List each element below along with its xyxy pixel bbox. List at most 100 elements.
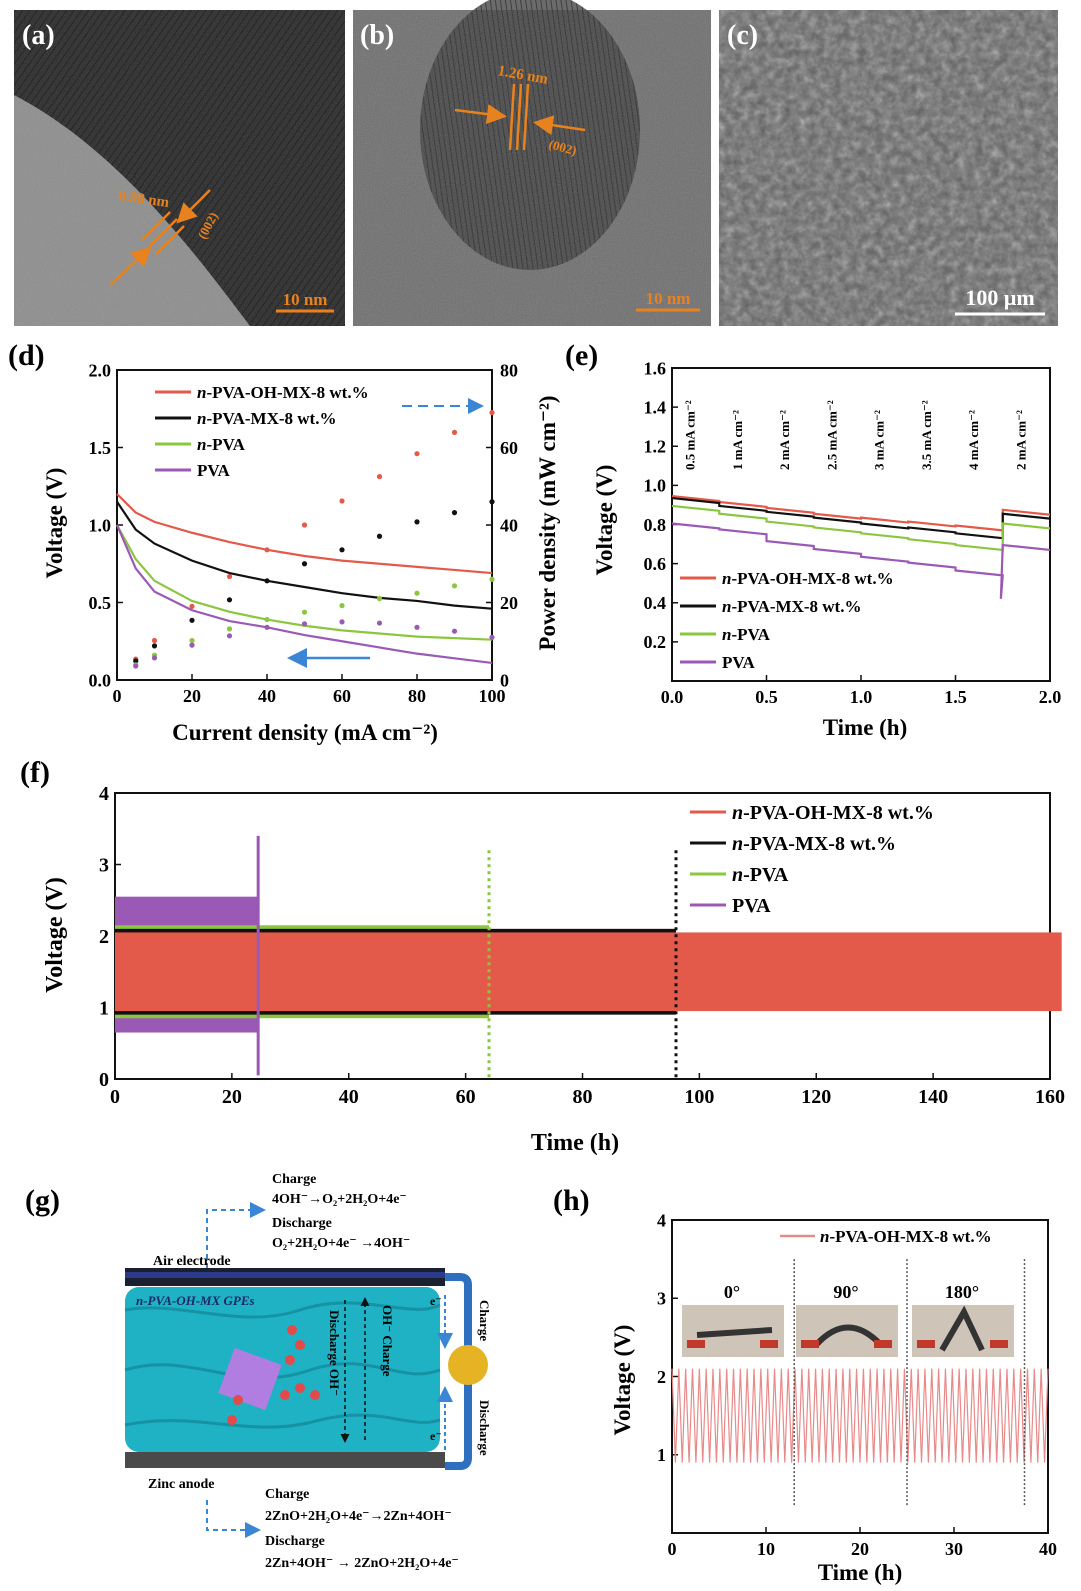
plane-label-b: (002) [547,136,578,158]
spacing-label-a: 0.98 nm [117,188,170,211]
chart-d-power-point-n-pva-oh-mx-8-wt [189,603,195,609]
chart-d-ylabel: Voltage (V) [42,468,67,579]
bottom-text-0: Charge [265,1487,309,1502]
electron-label-top: e⁻ [430,1294,442,1308]
chart-f-xtick-label: 40 [339,1086,359,1108]
chart-h-bend-photo [796,1305,898,1357]
top-text-3: O₂+2H₂O+4e⁻ →4OH⁻ [272,1236,410,1251]
chart-d-power-point-n-pva-oh-mx-8-wt [451,429,458,435]
chart-d-plot: 0 20 40 60 80 100 0.0 0.5 1.0 1.5 2.0 0 20 40 60 80 n-PV… [89,360,519,706]
chart-d-power-point-pva [376,620,383,626]
chart-h-bend-photo-cell [813,1324,884,1348]
chart-d-power-point-n-pva-mx-8-wt [226,597,233,603]
chart-e-step-label: 3 mA cm⁻² [872,410,887,470]
chart-h-ytick-label: 1 [657,1445,666,1465]
chart-h-bend-photo-clip [917,1340,935,1348]
chart-d-power-point-n-pva [226,626,233,632]
chart-h-plot: 0 10 20 30 40 1 2 3 4 0° 90° 180° n-PVA-OH-MX-8 wt.% [657,1210,1057,1559]
chart-f: (f) 0 20 40 60 80 100 120 140 160 0 1 2 3 4 n-PVA-OH-M… [20,756,1065,1156]
chart-d-power-point-n-pva-mx-8-wt [133,658,139,664]
chart-h-xtick-label: 0 [668,1539,677,1559]
chart-f-ytick-label: 1 [99,998,109,1020]
chart-d-power-point-pva [226,633,233,639]
chart-d-power-point-n-pva [301,609,308,615]
chart-e-ytick-label: 1.0 [644,476,667,496]
chart-f-xtick-label: 0 [110,1086,120,1108]
chart-d-power-point-n-pva-mx-8-wt [414,519,420,525]
panel-label-d: (d) [8,339,45,372]
top-text-2: Discharge [272,1216,332,1231]
chart-d-legend-label-n-pva-mx-8-wt: n-PVA-MX-8 wt.% [197,409,336,428]
chart-d-power-point-n-pva-mx-8-wt [151,643,158,649]
chart-h-line-n-pva-oh-mx-8-wt [671,1368,1049,1463]
chart-d-power-point-n-pva-mx-8-wt [189,617,195,623]
inner-left-label: Discharge OH⁻ [327,1310,342,1396]
chart-h-xtick-label: 20 [851,1539,869,1559]
chart-d-power-point-n-pva-oh-mx-8-wt [339,498,345,504]
chart-d-power-point-n-pva [451,583,458,589]
top-reaction-arrow [206,1202,266,1268]
chart-d-right-ytick-label: 80 [500,360,518,380]
chart-e-step-label: 3.5 mA cm⁻² [919,400,934,470]
chart-d-power-point-n-pva [376,596,383,602]
chart-h-legend-label: n-PVA-OH-MX-8 wt.% [820,1227,992,1246]
chart-f-legend-label-n-pva-oh-mx-8-wt: n-PVA-OH-MX-8 wt.% [732,802,934,824]
chart-h-bend-angle-label: 180° [945,1282,979,1302]
chart-f-xlabel: Time (h) [531,1130,619,1156]
air-electrode-label: Air electrode [153,1254,231,1269]
chart-e-ytick-label: 0.8 [644,515,667,535]
chart-d-power-point-n-pva-mx-8-wt [301,561,308,567]
chart-e-step-label: 0.5 mA cm⁻² [683,400,698,470]
chart-f-legend-label-pva: PVA [732,895,771,917]
chart-h: (h) 0 10 20 30 40 1 2 3 4 0° 90° 180° n-PVA-OH-MX-8 … [553,1184,1057,1585]
chart-d-power-point-pva [301,621,308,627]
chart-d-right-ytick-label: 0 [500,670,509,690]
chart-f-ylabel: Voltage (V) [42,877,68,993]
chart-e: (e) 0.0 0.5 1.0 1.5 2.0 0.2 0.4 0.6 0.8 1.0 1.2 1.4… [565,339,1061,740]
chart-d-power-point-n-pva-oh-mx-8-wt [376,473,383,480]
chart-f-legend-label-n-pva-mx-8-wt: n-PVA-MX-8 wt.% [732,833,896,855]
chart-d-power-point-n-pva-mx-8-wt [339,547,345,553]
chart-e-step-label: 2.5 mA cm⁻² [824,400,839,470]
chart-e-line-n-pva [671,504,1051,552]
chart-h-bend-photo-clip [874,1340,892,1348]
chart-e-ytick-label: 1.6 [644,358,667,378]
chart-e-ytick-label: 0.2 [644,632,667,652]
chart-h-ytick-label: 3 [657,1289,666,1309]
bottom-text-3: 2Zn+4OH⁻ → 2ZnO+2H₂O+4e⁻ [265,1556,459,1571]
chart-h-ytick-label: 4 [657,1210,666,1230]
chart-d-xtick-label: 40 [258,686,276,706]
chart-e-xtick-label: 2.0 [1039,687,1062,707]
chart-h-bend-angle-label: 90° [833,1282,858,1302]
chart-f-xtick-label: 160 [1035,1086,1065,1108]
chart-h-bend-angle-label: 0° [724,1282,740,1302]
chart-d-power-point-n-pva-oh-mx-8-wt [489,410,495,416]
chart-e-step-label: 2 mA cm⁻² [777,410,792,470]
inner-right-label: OH⁻ Charge [380,1305,395,1377]
chart-h-bend-photo-cell [696,1327,773,1338]
chart-d-ytick-label: 2.0 [89,360,112,380]
chart-e-xlabel: Time (h) [823,715,908,740]
chart-e-xtick-label: 1.0 [850,687,873,707]
chart-d-power-point-n-pva-oh-mx-8-wt [264,547,270,553]
chart-e-legend-label-n-pva-oh-mx-8-wt: n-PVA-OH-MX-8 wt.% [722,569,894,588]
side-discharge-label: Discharge [477,1400,492,1456]
chart-e-ytick-label: 1.4 [644,397,667,417]
chart-d-power-point-n-pva-oh-mx-8-wt [414,451,420,457]
chart-d-power-point-n-pva [339,603,345,609]
chart-d-power-point-n-pva-mx-8-wt [451,509,458,516]
panel-label-b: (b) [360,20,394,51]
chart-f-xtick-label: 120 [801,1086,831,1108]
chart-f-ytick-label: 4 [99,783,109,805]
chart-d-power-point-n-pva-mx-8-wt [264,578,270,584]
gel-electrolyte [125,1287,440,1452]
chart-e-ylabel: Voltage (V) [592,465,617,576]
electron-label-bottom: e⁻ [430,1429,442,1443]
chart-d-voltage-line-n-pva-mx-8-wt [116,501,493,610]
mxene-flake [218,1347,282,1411]
chart-d-power-point-pva [489,634,495,640]
side-charge-label: Charge [477,1300,492,1341]
chart-d-ytick-label: 1.0 [89,515,112,535]
chart-e-legend-label-n-pva: n-PVA [722,625,771,644]
